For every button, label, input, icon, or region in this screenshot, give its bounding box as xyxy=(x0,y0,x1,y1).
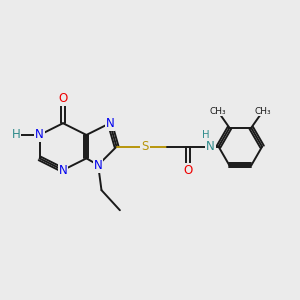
Text: S: S xyxy=(141,140,149,153)
Text: H: H xyxy=(202,130,210,140)
Text: N: N xyxy=(94,159,103,172)
Text: H: H xyxy=(12,128,20,141)
Text: N: N xyxy=(58,164,68,177)
Text: O: O xyxy=(184,164,193,177)
Text: N: N xyxy=(106,117,114,130)
Text: O: O xyxy=(58,92,68,105)
Text: N: N xyxy=(35,128,44,141)
Text: CH₃: CH₃ xyxy=(209,106,226,116)
Text: CH₃: CH₃ xyxy=(255,106,271,116)
Text: N: N xyxy=(206,140,214,153)
